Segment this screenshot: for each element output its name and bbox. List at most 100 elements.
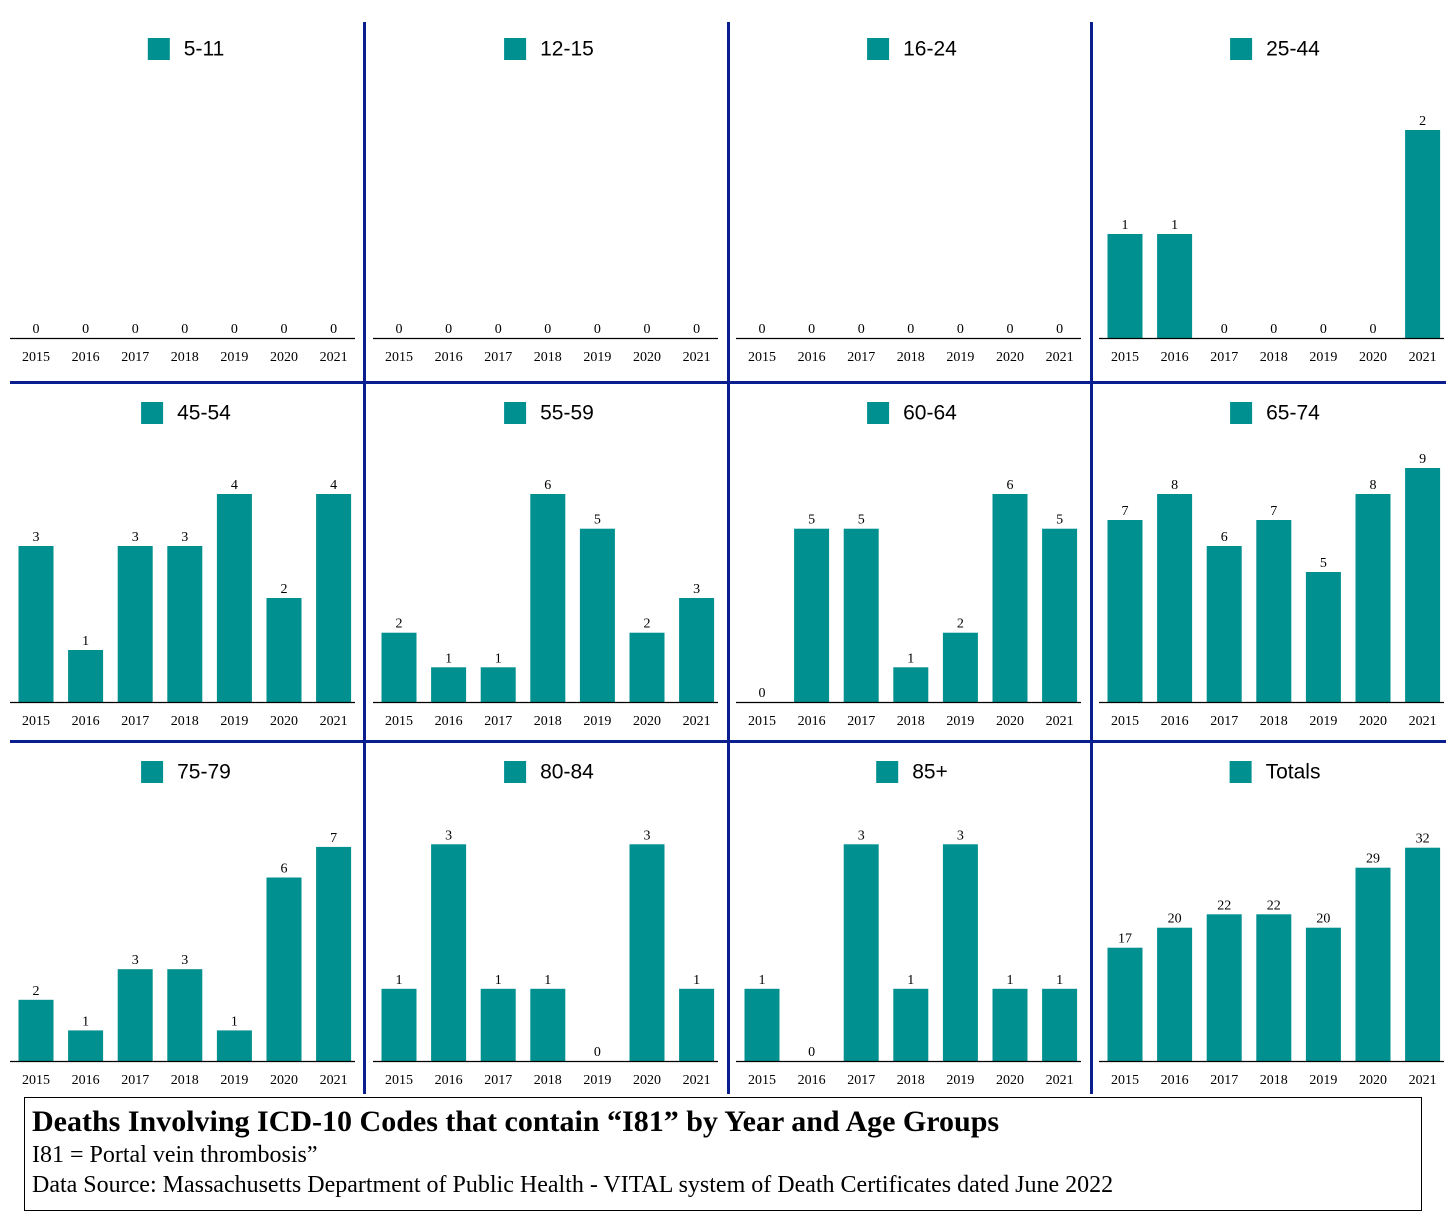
- data-label: 1: [1122, 218, 1129, 233]
- bar: [530, 494, 566, 702]
- data-label: 0: [82, 322, 89, 337]
- bar: [167, 546, 203, 702]
- legend: 12-15: [504, 38, 594, 61]
- x-tick-label: 2018: [897, 714, 925, 729]
- x-tick-label: 2015: [22, 1073, 50, 1088]
- x-tick-label: 2015: [385, 350, 413, 365]
- bar-chart-65-74: 65-74 7 2015 8 2016 6 2017 7 2018 5 2019 8 2020 9 2021: [1099, 402, 1444, 729]
- data-label: 2: [957, 617, 964, 632]
- data-label: 2: [644, 617, 651, 632]
- x-tick-label: 2020: [633, 1073, 661, 1088]
- bar: [629, 632, 665, 702]
- data-label: 0: [759, 322, 766, 337]
- data-label: 3: [445, 828, 452, 843]
- chart-grid: 5-11 0 2015 0 2016 0 2017 0 2018 0 2019 0 2020 0 2021 1…: [10, 22, 1451, 1095]
- data-label: 0: [594, 322, 601, 337]
- data-label: 6: [544, 478, 551, 493]
- legend: 60-64: [867, 402, 957, 425]
- x-tick-label: 2019: [946, 350, 974, 365]
- panel-80-84: 80-84 1 2015 3 2016 1 2017 1 2018 0 2019 3 2020 1 2021: [373, 745, 725, 1095]
- x-tick-label: 2017: [847, 350, 875, 365]
- bar-chart-60-64: 60-64 0 2015 5 2016 5 2017 1 2018 2 2019 6 2020 5 2021: [736, 402, 1081, 729]
- data-label: 0: [445, 322, 452, 337]
- data-label: 1: [231, 1014, 238, 1029]
- bar: [431, 667, 467, 702]
- x-tick-label: 2021: [1046, 1073, 1074, 1088]
- x-tick-label: 2015: [1111, 1073, 1139, 1088]
- bar-chart-85-plus: 85+ 1 2015 0 2016 3 2017 1 2018 3 2019 1 2020 1 2021: [736, 761, 1081, 1088]
- legend: 16-24: [867, 38, 957, 61]
- bar: [266, 877, 302, 1061]
- data-label: 2: [396, 617, 403, 632]
- bar: [1042, 988, 1078, 1061]
- x-tick-label: 2016: [72, 714, 100, 729]
- x-tick-label: 2019: [220, 714, 248, 729]
- legend-swatch: [504, 38, 527, 60]
- data-label: 0: [132, 322, 139, 337]
- bar: [381, 632, 417, 702]
- data-label: 29: [1366, 852, 1380, 867]
- data-label: 1: [82, 634, 89, 649]
- x-tick-label: 2020: [270, 1073, 298, 1088]
- panel-85-plus: 85+ 1 2015 0 2016 3 2017 1 2018 3 2019 1 2020 1 2021: [736, 745, 1088, 1095]
- horizontal-divider: [10, 740, 1446, 743]
- x-tick-label: 2016: [1161, 714, 1189, 729]
- vertical-divider: [727, 22, 730, 1094]
- x-tick-label: 2021: [320, 350, 348, 365]
- x-tick-label: 2015: [385, 1073, 413, 1088]
- x-tick-label: 2016: [1161, 350, 1189, 365]
- data-label: 6: [281, 862, 288, 877]
- bar: [893, 667, 929, 702]
- data-label: 6: [1221, 530, 1228, 545]
- legend-label: 12-15: [540, 38, 594, 61]
- legend-swatch: [867, 38, 890, 60]
- bar: [1157, 234, 1193, 338]
- chart-caption: Deaths Involving ICD-10 Codes that conta…: [24, 1097, 1422, 1211]
- data-label: 3: [181, 530, 188, 545]
- bar: [381, 988, 417, 1061]
- data-label: 0: [957, 322, 964, 337]
- x-tick-label: 2021: [1046, 714, 1074, 729]
- data-label: 3: [132, 953, 139, 968]
- bar: [18, 546, 54, 702]
- x-tick-label: 2018: [171, 714, 199, 729]
- bar-chart-5-11: 5-11 0 2015 0 2016 0 2017 0 2018 0 2019 0 2020 0 2021: [10, 38, 355, 365]
- x-tick-label: 2021: [320, 1073, 348, 1088]
- bar: [1305, 927, 1341, 1061]
- legend: 75-79: [141, 761, 231, 784]
- data-label: 1: [907, 973, 914, 988]
- panel-65-74: 65-74 7 2015 8 2016 6 2017 7 2018 5 2019 8 2020 9 2021: [1099, 386, 1451, 736]
- x-tick-label: 2017: [1210, 1073, 1238, 1088]
- legend-swatch: [1230, 402, 1253, 424]
- bar: [843, 528, 879, 702]
- panel-60-64: 60-64 0 2015 5 2016 5 2017 1 2018 2 2019 6 2020 5 2021: [736, 386, 1088, 736]
- data-label: 2: [281, 582, 288, 597]
- data-label: 0: [231, 322, 238, 337]
- data-label: 1: [907, 651, 914, 666]
- data-label: 4: [231, 478, 238, 493]
- data-label: 1: [396, 973, 403, 988]
- bar: [1405, 130, 1441, 338]
- bar: [992, 494, 1028, 702]
- data-label: 3: [132, 530, 139, 545]
- legend-swatch: [1230, 38, 1253, 60]
- legend-label: 16-24: [903, 38, 957, 61]
- caption-source: Data Source: Massachusetts Department of…: [32, 1172, 1114, 1198]
- data-label: 2: [33, 984, 40, 999]
- data-label: 32: [1416, 832, 1430, 847]
- data-label: 1: [1056, 973, 1063, 988]
- x-tick-label: 2017: [484, 350, 512, 365]
- x-tick-label: 2017: [1210, 714, 1238, 729]
- x-tick-label: 2019: [583, 1073, 611, 1088]
- legend: 55-59: [504, 402, 594, 425]
- data-label: 20: [1316, 912, 1330, 927]
- x-tick-label: 2019: [220, 1073, 248, 1088]
- bar: [68, 1030, 104, 1061]
- panel-25-44: 25-44 1 2015 1 2016 0 2017 0 2018 0 2019 0 2020 2 2021: [1099, 22, 1451, 372]
- bar-chart-55-59: 55-59 2 2015 1 2016 1 2017 6 2018 5 2019 2 2020 3 2021: [373, 402, 718, 729]
- x-tick-label: 2015: [748, 1073, 776, 1088]
- data-label: 1: [759, 973, 766, 988]
- x-tick-label: 2021: [1409, 1073, 1437, 1088]
- bar: [579, 528, 615, 702]
- horizontal-divider: [10, 381, 1446, 384]
